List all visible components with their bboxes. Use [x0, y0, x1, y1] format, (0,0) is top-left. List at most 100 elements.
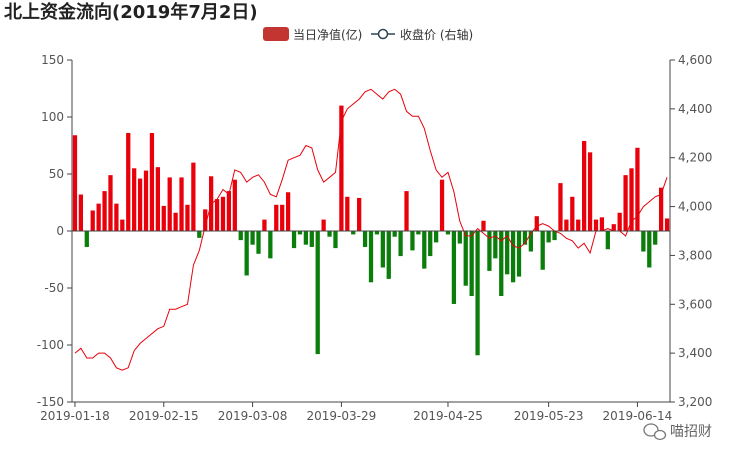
bar-net-inflow	[457, 231, 462, 244]
bar-net-inflow	[629, 168, 634, 231]
bar-net-inflow	[155, 167, 160, 231]
bar-net-inflow	[126, 132, 131, 231]
x-tick-label: 2019-03-29	[307, 409, 377, 423]
x-tick-label: 2019-04-25	[413, 409, 483, 423]
bar-net-inflow	[605, 231, 610, 250]
bar-net-inflow	[505, 231, 510, 275]
bar-net-inflow	[593, 219, 599, 231]
wechat-bubble-small	[653, 429, 667, 441]
bar-net-inflow	[463, 231, 468, 286]
bar-net-inflow	[214, 199, 220, 231]
bar-net-inflow	[72, 135, 78, 231]
legend-item-bars[interactable]: 当日净值(亿)	[263, 27, 362, 42]
bar-net-inflow	[404, 191, 409, 231]
bar-net-inflow	[114, 203, 119, 231]
bar-net-inflow	[285, 192, 291, 231]
bar-net-inflow	[262, 219, 267, 231]
bar-net-inflow	[297, 231, 303, 235]
bar-net-inflow	[493, 231, 498, 259]
y-left-tick-label: -50	[44, 281, 64, 295]
wechat-icon	[643, 423, 667, 441]
bar-net-inflow	[102, 191, 107, 231]
y-right-tick-label: 3,400	[678, 346, 712, 360]
y-right-tick-label: 3,600	[678, 297, 712, 311]
bar-net-inflow	[510, 231, 516, 283]
bar-net-inflow	[185, 204, 190, 231]
bar-net-inflow	[339, 105, 344, 231]
legend-label-line: 收盘价 (右轴)	[400, 27, 473, 42]
bar-net-inflow	[173, 212, 178, 231]
x-tick-label: 2019-01-18	[40, 409, 110, 423]
x-tick-label: 2019-05-23	[514, 409, 584, 423]
y-right-tick-label: 4,200	[678, 151, 712, 165]
y-right-tick-label: 4,600	[678, 53, 712, 67]
legend-swatch-bars	[263, 27, 289, 41]
x-tick-label: 2019-02-15	[129, 409, 199, 423]
bar-net-inflow	[357, 197, 362, 231]
y-right-tick-label: 4,000	[678, 200, 712, 214]
bar-net-inflow	[197, 231, 202, 238]
bar-net-inflow	[522, 231, 528, 245]
bar-net-inflow	[392, 231, 397, 237]
bar-net-inflow	[374, 231, 380, 235]
bar-net-inflow	[238, 231, 243, 241]
legend[interactable]: 当日净值(亿) 收盘价 (右轴)	[263, 27, 473, 42]
bar-net-inflow	[587, 152, 593, 231]
bar-net-inflow	[120, 219, 125, 231]
bar-net-inflow	[558, 183, 563, 231]
bar-net-inflow	[256, 231, 261, 254]
bar-net-inflow	[303, 231, 309, 245]
bar-net-inflow	[528, 231, 533, 252]
watermark: 喵招财	[643, 423, 712, 441]
y-right-tick-label: 3,800	[678, 248, 712, 262]
bar-net-inflow	[291, 231, 297, 249]
bar-net-inflow	[582, 140, 587, 231]
x-tick-label: 2019-03-08	[218, 409, 288, 423]
legend-item-line[interactable]: 收盘价 (右轴)	[371, 27, 473, 42]
bar-net-inflow	[428, 231, 433, 257]
y-left-tick-label: 150	[41, 53, 64, 67]
bar-net-inflow	[143, 170, 149, 231]
bar-net-inflow	[345, 196, 350, 231]
bar-net-inflow	[274, 204, 279, 231]
bar-net-inflow	[398, 231, 403, 257]
bar-net-inflow	[362, 231, 368, 247]
bar-net-inflow	[90, 210, 95, 231]
chart-title: 北上资金流向(2019年7月2日)	[4, 2, 258, 23]
bar-net-inflow	[203, 209, 208, 231]
bar-net-inflow	[422, 231, 427, 269]
legend-marker-line	[377, 28, 389, 40]
bar-net-inflow	[664, 218, 670, 231]
bar-net-inflow	[635, 147, 640, 231]
bar-net-inflow	[617, 212, 622, 231]
bar-net-inflow	[487, 231, 492, 271]
bars-layer	[72, 105, 670, 356]
bar-net-inflow	[315, 231, 320, 355]
bar-net-inflow	[250, 231, 255, 245]
axes-layer: 150 100 50 0 -50 -100 -150 4,600 4,400 4,200 4,000…	[37, 53, 713, 423]
watermark-text: 喵招财	[670, 424, 712, 440]
bar-net-inflow	[546, 231, 551, 243]
wechat-bubble-large	[643, 423, 659, 437]
bar-net-inflow	[481, 220, 486, 231]
bar-net-inflow	[552, 231, 557, 241]
bar-net-inflow	[309, 231, 314, 247]
bar-net-inflow	[280, 204, 285, 231]
y-right-tick-label: 4,400	[678, 102, 712, 116]
bar-net-inflow	[439, 179, 445, 231]
bar-net-inflow	[368, 231, 374, 283]
bar-net-inflow	[653, 231, 658, 245]
bar-net-inflow	[516, 231, 522, 277]
bar-net-inflow	[451, 231, 457, 304]
bar-net-inflow	[167, 177, 172, 231]
y-left-tick-label: 50	[49, 167, 64, 181]
y-left-tick-label: 100	[41, 110, 64, 124]
bar-net-inflow	[321, 219, 326, 231]
bar-net-inflow	[191, 162, 196, 231]
bar-net-inflow	[534, 216, 539, 231]
bar-net-inflow	[84, 231, 89, 247]
bar-net-inflow	[333, 231, 338, 249]
bar-net-inflow	[380, 231, 385, 268]
bar-net-inflow	[179, 177, 184, 231]
bar-net-inflow	[475, 231, 480, 356]
